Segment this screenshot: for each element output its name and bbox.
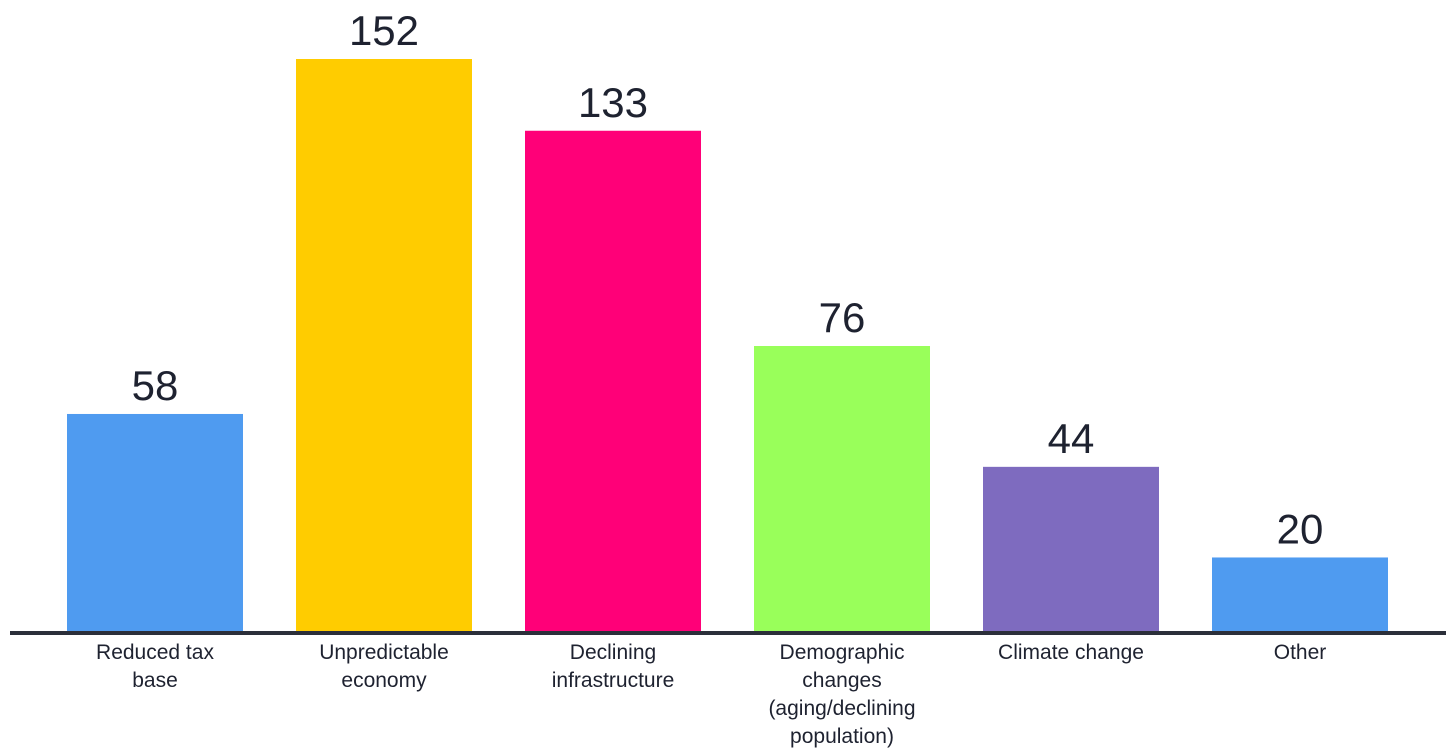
bar-0 <box>67 413 243 633</box>
bar-4 <box>983 466 1159 633</box>
tick-label-3-line-2: (aging/declining <box>768 697 915 720</box>
tick-label-0-line-1: base <box>132 669 178 692</box>
data-label-5: 20 <box>1277 505 1324 552</box>
tick-label-1-line-0: Unpredictable <box>319 641 449 664</box>
tick-label-1-line-1: economy <box>341 669 427 692</box>
tick-label-4: Climate change <box>998 641 1144 664</box>
bar-2 <box>525 130 701 633</box>
bar-1 <box>296 59 472 633</box>
tick-label-0-line-0: Reduced tax <box>96 641 214 664</box>
tick-label-1: Unpredictable economy <box>319 641 449 692</box>
tick-label-0: Reduced tax base <box>96 641 214 692</box>
tick-label-3: Demographic changes (aging/declining popula… <box>768 641 915 748</box>
tick-label-3-line-1: changes <box>802 669 881 692</box>
tick-labels-group: Reduced tax base Unpredictable economy Decli… <box>96 641 1326 748</box>
tick-label-3-line-3: population) <box>790 725 894 748</box>
tick-label-2-line-1: infrastructure <box>552 669 675 692</box>
data-label-2: 133 <box>578 79 648 126</box>
tick-label-4-line-0: Climate change <box>998 641 1144 664</box>
tick-label-5: Other <box>1274 641 1327 664</box>
tick-label-2-line-0: Declining <box>570 641 656 664</box>
data-label-3: 76 <box>819 294 866 341</box>
data-label-0: 58 <box>132 362 179 409</box>
data-label-1: 152 <box>349 7 419 54</box>
value-labels-group: 58 152 133 76 44 20 <box>132 7 1324 552</box>
bar-5 <box>1212 557 1388 633</box>
tick-label-3-line-0: Demographic <box>780 641 905 664</box>
bars-group <box>67 59 1388 633</box>
bar-3 <box>754 346 930 633</box>
tick-label-2: Declining infrastructure <box>552 641 675 692</box>
tick-label-5-line-0: Other <box>1274 641 1327 664</box>
data-label-4: 44 <box>1048 415 1095 462</box>
